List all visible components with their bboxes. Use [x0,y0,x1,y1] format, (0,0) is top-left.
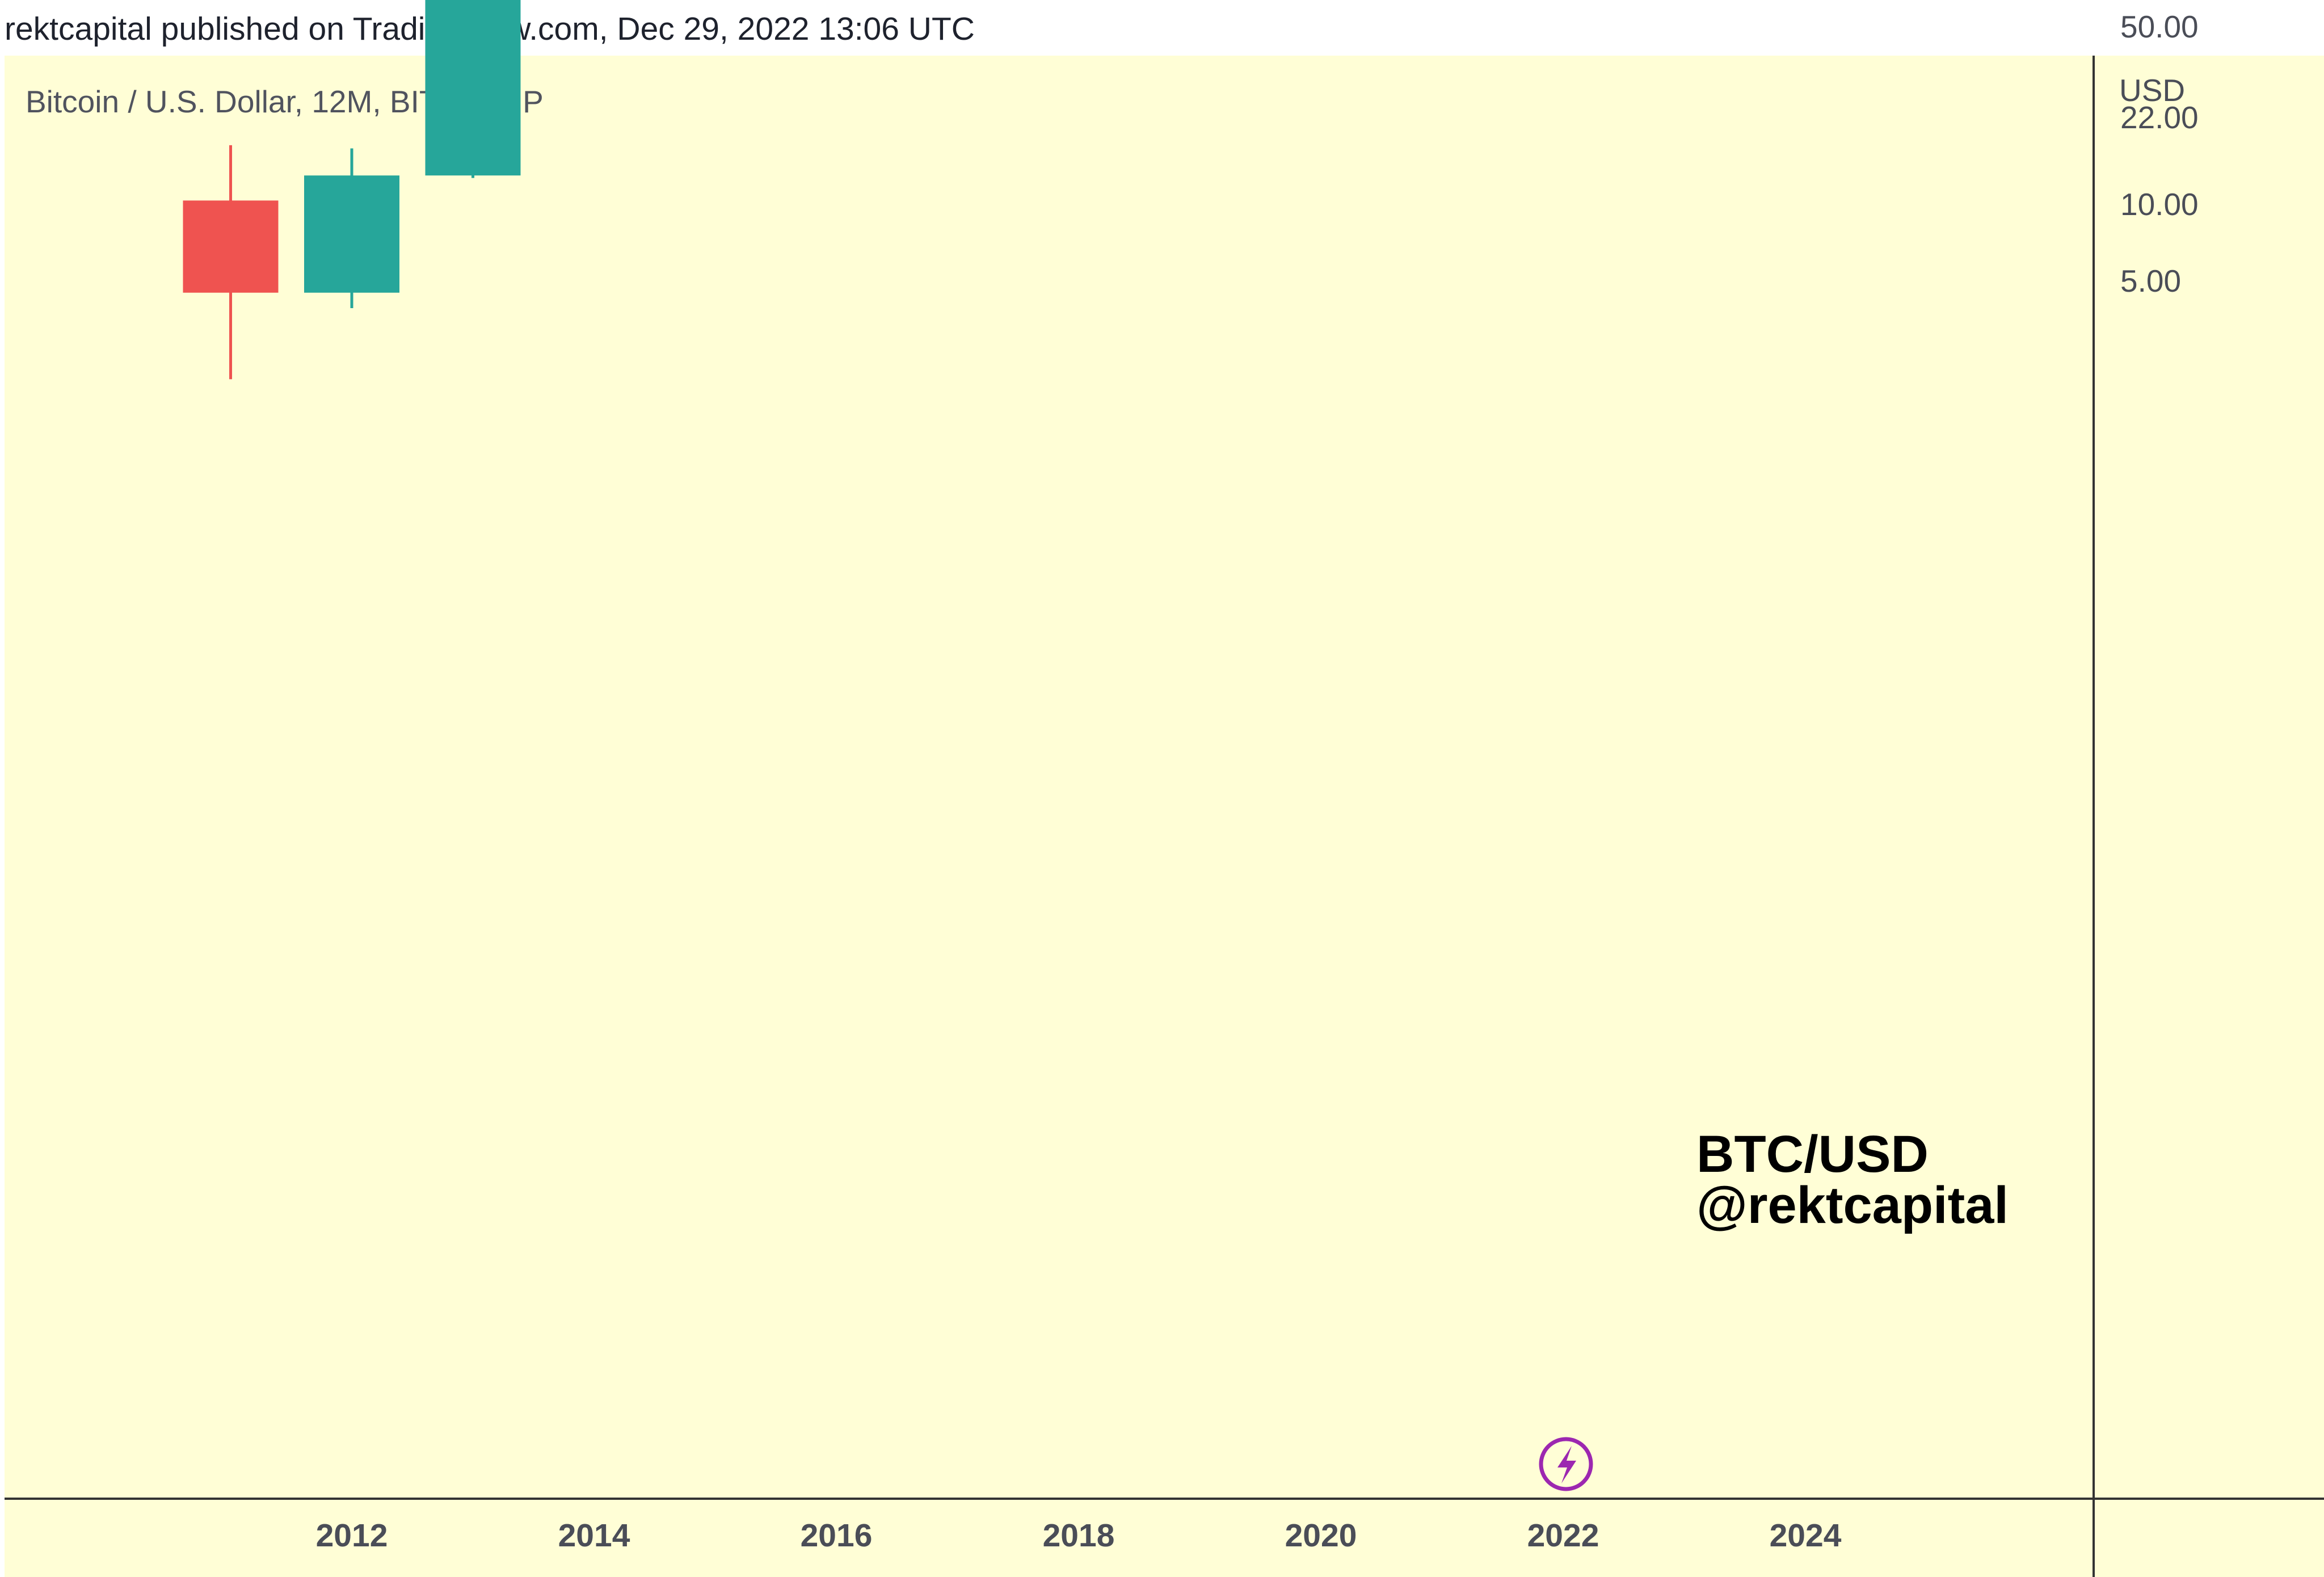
candles-layer [183,0,521,380]
year-tick-label: 2024 [1770,1517,1842,1554]
watermark-line2: @rektcapital [1696,1176,2009,1234]
price-axis[interactable]: 200000.00100000.0050000.0022000.005000.0… [2120,0,2268,298]
currency-label: USD [2119,73,2185,108]
candle-body [425,0,521,176]
price-tick-label: 5.00 [2120,263,2181,298]
lightning-bolt-icon[interactable] [1539,1437,1593,1491]
year-tick-label: 2022 [1527,1517,1599,1554]
lightning-bolt-icon-ring[interactable] [1539,1437,1593,1491]
candle-body [183,200,279,293]
lightning-bolt-icon-bolt[interactable] [1557,1446,1576,1483]
price-tick-label: 22.00 [2120,100,2199,135]
price-axis-background [2094,56,2324,1498]
price-tick-label: 50.00 [2120,9,2199,44]
watermark-line1: BTC/USD [1696,1125,1929,1183]
price-tick-label: 10.00 [2120,187,2199,222]
year-tick-label: 2018 [1043,1517,1115,1554]
candle-body [304,175,399,293]
time-axis[interactable]: 2012 2014 2016 2018 2020 2022 2024 [316,1517,1842,1554]
year-tick-label: 2014 [558,1517,630,1554]
year-tick-label: 2020 [1285,1517,1357,1554]
time-axis-background [5,1498,2324,1577]
year-tick-label: 2012 [316,1517,388,1554]
year-tick-label: 2016 [801,1517,873,1554]
